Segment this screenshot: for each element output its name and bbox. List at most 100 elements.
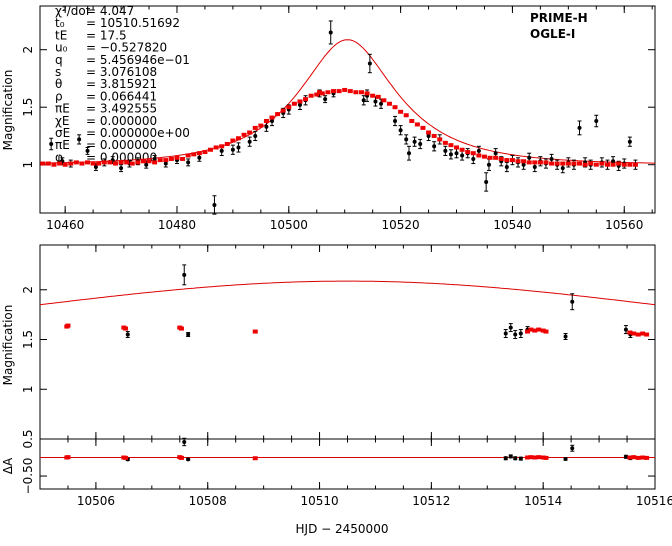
plot-marks: 10460 10480 10500 10520 10540 10560 1 1.5 2 1 1.5 2… [21,6,672,508]
prime-point [518,331,523,336]
ogle-point [537,160,543,165]
prime-point [532,165,537,169]
ogle-point [213,145,219,150]
y-tick-label: −0.50 [21,458,35,495]
prime-point [152,156,157,161]
prime-point [186,332,191,337]
ogle-point [392,105,398,110]
ogle-point [353,90,359,95]
ogle-point [191,152,197,157]
x-tick-label: 10480 [158,218,196,232]
ogle-point [493,155,499,160]
y-tick-label: 1.5 [21,98,35,117]
ogle-point [532,455,538,460]
prime-point [418,142,423,146]
prime-point [361,98,366,103]
x-tick-label: 10500 [270,218,308,232]
y-tick-label: 2 [21,286,35,294]
ogle-point [178,326,184,331]
x-tick-label: 10516 [636,494,672,508]
prime-point [212,202,217,207]
ogle-point [235,136,241,141]
prime-point [404,137,409,142]
ogle-point [269,115,275,120]
param-value: = 3.076108 [86,65,157,79]
ogle-point [124,160,130,165]
ogle-point [168,156,174,161]
ogle-point [498,156,504,161]
x-tick-label: 10510 [300,494,338,508]
ogle-point [426,130,432,135]
ogle-point [219,144,225,149]
prime-point [85,148,90,153]
prime-point [328,30,333,35]
ogle-point [252,125,258,130]
prime-point [163,161,168,166]
prime-point [125,332,130,337]
ogle-point [554,161,560,166]
ogle-point [180,156,186,161]
ogle-point [532,160,538,165]
prime-point [379,101,384,106]
ogle-point [90,161,96,166]
param-symbol: φ [55,150,63,164]
prime-point [398,128,403,133]
ogle-point [123,326,129,331]
model-curve [39,280,656,306]
ogle-point [635,455,641,460]
ogle-point [437,137,443,142]
ogle-point [107,160,113,165]
prime-point [503,456,508,461]
ogle-point [157,158,163,163]
prime-point [93,165,98,169]
prime-point [527,155,532,160]
ogle-point [565,161,571,166]
ogle-point [627,330,633,335]
ogle-point [65,323,71,328]
ogle-point [208,147,214,152]
param-symbol: ρ [55,89,63,103]
ogle-point [593,162,599,167]
ogle-point [375,94,381,99]
ogle-point [79,161,85,166]
prime-point [570,446,575,451]
param-value: = 0.000000 [86,114,157,128]
ogle-point [540,328,546,333]
param-symbol: u₀ [55,41,68,55]
ogle-point [263,119,269,123]
top-panel-frame [39,5,656,214]
prime-point [432,144,437,149]
ogle-point [631,455,637,460]
ogle-point [532,328,538,333]
ogle-point [549,161,555,166]
param-value: = 3.492555 [86,102,157,116]
ogle-point [280,108,286,113]
ogle-point [275,112,281,117]
y-tick-label: 0.5 [21,429,35,448]
ogle-point [521,159,527,164]
ogle-point [57,161,63,166]
ogle-point [582,162,588,167]
ogle-point [448,143,454,148]
y-tick-label: 1 [21,385,35,393]
ogle-point [342,87,348,92]
ogle-point [347,89,353,94]
ogle-point [68,161,74,166]
x-tick-label: 10560 [605,218,643,232]
param-value: = 5.456946e−01 [86,53,190,67]
prime-point [186,457,191,462]
ogle-point [604,162,610,167]
prime-point [426,133,431,138]
ogle-point [123,455,129,460]
param-symbol: πE [55,138,70,152]
ogle-point [599,161,605,166]
prime-point [504,165,509,169]
ogle-point [308,93,314,98]
ogle-point [470,151,476,156]
param-symbol: χE [55,114,70,128]
ogle-point [101,160,107,165]
ogle-point [526,160,532,165]
prime-point [373,99,378,104]
y-tick-label: 1.5 [21,330,35,349]
legend-ogle-i: OGLE-I [530,27,575,41]
